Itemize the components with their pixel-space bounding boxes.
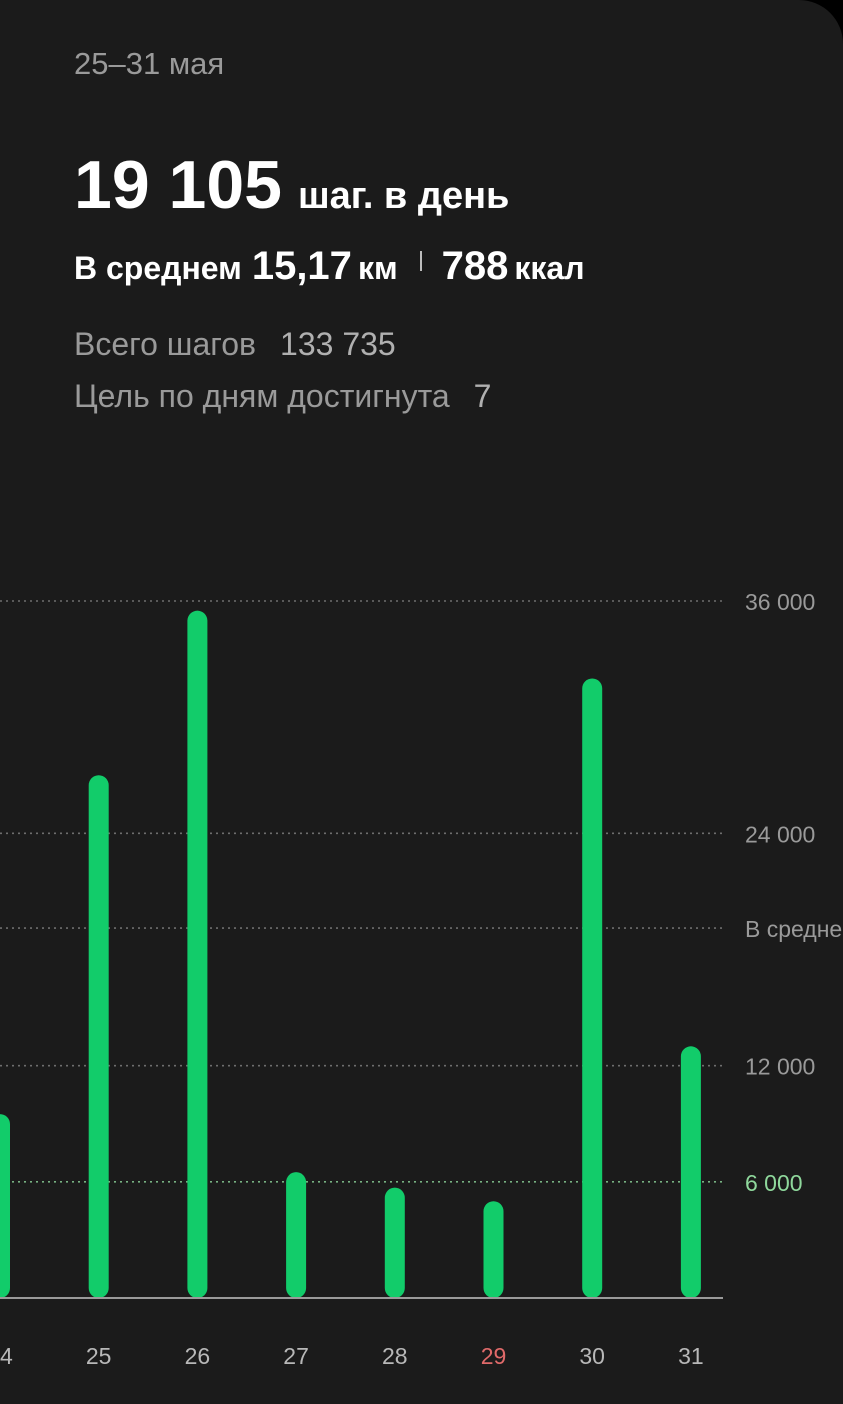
- x-tick-label: 28: [382, 1343, 408, 1369]
- total-steps-label: Всего шагов: [74, 326, 257, 362]
- goal-label: 6 000: [745, 1170, 803, 1196]
- average-summary: В среднем 15,17 км 788 ккал: [74, 244, 585, 289]
- x-tick-label: 25: [86, 1343, 112, 1369]
- avg-steps-value: 19 105: [74, 147, 282, 223]
- calories-unit: ккал: [514, 250, 585, 286]
- bar: [680, 1046, 701, 1298]
- x-tick-label: 31: [678, 1343, 704, 1369]
- separator: [419, 251, 422, 271]
- goal-days-value: 7: [473, 378, 492, 414]
- avg-steps-unit: шаг. в день: [297, 175, 510, 217]
- y-tick-label: 12 000: [745, 1054, 815, 1080]
- date-range: 25–31 мая: [74, 46, 225, 81]
- average-label: В среднем: [74, 250, 242, 286]
- average-label: В среднем: [745, 916, 843, 942]
- bar: [384, 1187, 405, 1298]
- x-tick-label: 26: [185, 1343, 211, 1369]
- goal-days-label: Цель по дням достигнута: [74, 378, 450, 414]
- distance-value: 15,17: [251, 244, 352, 288]
- x-tick-label: 27: [283, 1343, 309, 1369]
- distance-unit: км: [357, 250, 398, 286]
- bar: [286, 1172, 307, 1298]
- bar: [88, 775, 109, 1298]
- calories-value: 788: [441, 244, 509, 288]
- total-steps-row: Всего шагов 133 735: [74, 326, 396, 363]
- bar: [187, 610, 208, 1298]
- x-tick-label: 30: [579, 1343, 605, 1369]
- x-tick-label: 24: [0, 1343, 13, 1369]
- goal-days-row: Цель по дням достигнута 7: [74, 378, 491, 415]
- bar: [483, 1201, 504, 1298]
- bar: [0, 1114, 10, 1298]
- avg-steps-headline: 19 105 шаг. в день: [74, 146, 509, 224]
- x-tick-label: 29: [481, 1343, 507, 1369]
- bar: [582, 678, 603, 1298]
- y-tick-label: 36 000: [745, 589, 815, 615]
- total-steps-value: 133 735: [280, 326, 396, 362]
- y-tick-label: 24 000: [745, 821, 815, 847]
